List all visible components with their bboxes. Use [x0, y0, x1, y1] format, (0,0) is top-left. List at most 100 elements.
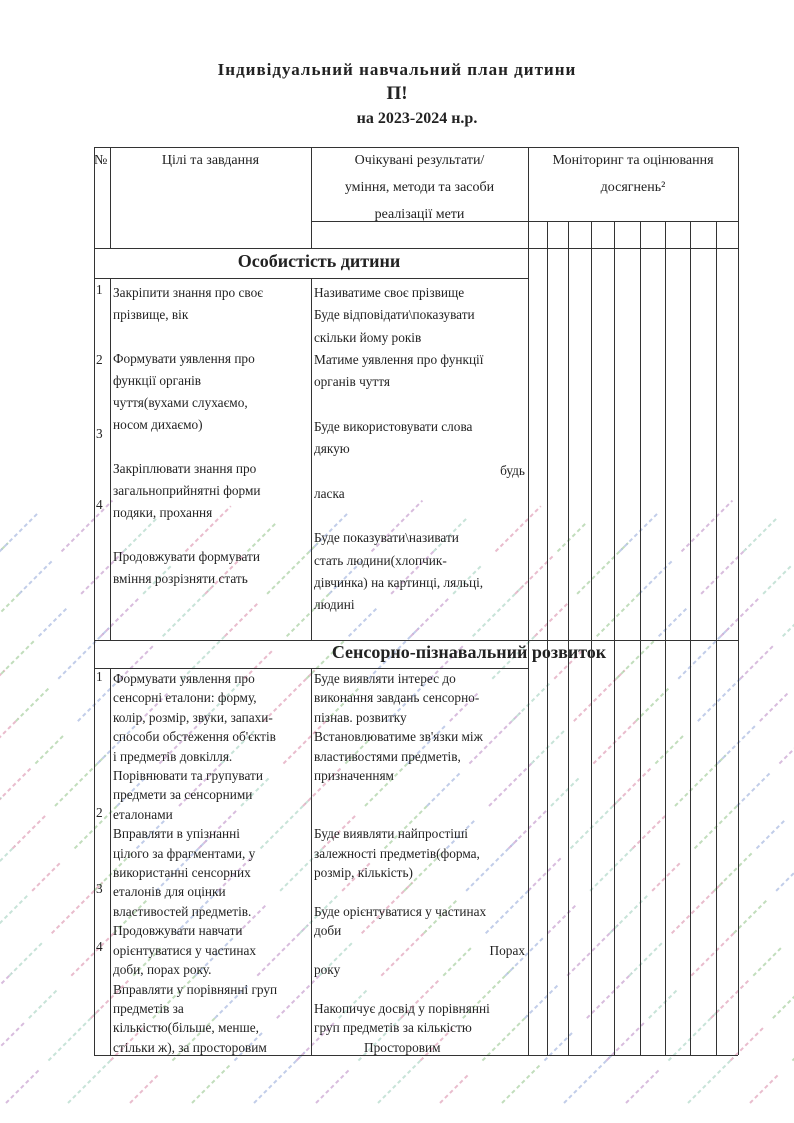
cell-line: прізвище, вік	[113, 307, 189, 322]
watermark-mark	[592, 717, 640, 765]
cell-line: Буде виявляти інтерес до	[314, 671, 456, 686]
watermark-mark	[0, 717, 20, 739]
cell-line: людині	[314, 597, 355, 613]
school-year: на 2023-2024 н.р.	[356, 110, 478, 127]
watermark-mark	[5, 1068, 41, 1104]
watermark-mark	[0, 796, 3, 801]
watermark-mark	[589, 844, 637, 892]
cell-line: Буде виявляти найпростіші	[314, 826, 468, 842]
cell-line: виконання завдань сенсорно-	[314, 690, 480, 706]
document-subtitle: П!	[386, 83, 408, 104]
row-number: 1	[96, 669, 103, 684]
cell-line	[314, 505, 525, 527]
cell-line: залежності предметів(форма,	[314, 845, 480, 861]
cell-line	[314, 805, 525, 824]
row-number: 3	[96, 426, 103, 441]
cell-line: вміння розрізняти стать	[113, 571, 248, 586]
watermark-mark	[191, 1062, 233, 1104]
watermark-mark	[99, 596, 141, 638]
cell-line: Формувати уявлення про	[113, 671, 255, 686]
header-monitoring-line: Моніторинг та оцінювання	[552, 153, 714, 168]
cell-line: загальноприйнятні форми	[113, 483, 261, 498]
watermark-mark	[527, 856, 563, 892]
watermark-mark	[0, 765, 34, 801]
watermark-mark	[18, 559, 54, 595]
watermark-mark	[0, 669, 6, 677]
watermark-mark	[8, 941, 44, 977]
watermark-mark	[161, 584, 215, 638]
cell-line: стать людини(хлопчик-	[314, 552, 447, 568]
cell-line: еталонами	[113, 806, 173, 822]
cell-line: Продовжувати формувати	[113, 549, 260, 564]
cell-line: Формувати уявлення про	[113, 351, 255, 366]
cell-line: способи обстеження об'єктів	[113, 729, 276, 745]
monitoring-column-border	[614, 221, 615, 1055]
cell-line: еталонів для оцінки	[113, 884, 226, 900]
watermark-mark	[595, 590, 643, 638]
cell-line: Встановлюватиме зв'язки між	[314, 729, 483, 745]
table-border	[311, 278, 312, 640]
cell-line: груп предметів за кількістю	[314, 1020, 472, 1036]
monitoring-column-border	[665, 221, 666, 1055]
watermark-mark	[533, 601, 570, 638]
header-results-line: реалізації мети	[374, 207, 465, 222]
goals-cell: Формувати уявлення про сенсорні еталони: …	[113, 669, 309, 1057]
document-title: Індивідуальний навчальний план дитини	[217, 60, 577, 79]
cell-line: Буде відповідати\показувати	[314, 307, 475, 323]
table-border	[110, 278, 111, 640]
watermark-mark	[742, 516, 779, 553]
cell-line: ласка	[314, 485, 345, 501]
watermark-mark	[54, 754, 107, 807]
cell-line: носом дихаємо)	[113, 417, 203, 432]
watermark-mark	[625, 1068, 661, 1104]
watermark-mark	[654, 734, 685, 765]
watermark-mark	[530, 728, 567, 765]
watermark-mark	[638, 559, 674, 595]
watermark-mark	[129, 1074, 159, 1104]
section-title-sensory: Сенсорно-пізнавальний розвиток	[331, 642, 607, 662]
cell-line: дякую	[314, 441, 350, 457]
cell-line	[314, 882, 525, 901]
cell-line: Порівнювати та групувати	[113, 768, 263, 784]
watermark-mark	[762, 564, 793, 595]
monitoring-column-border	[716, 221, 717, 1055]
cell-line: пізнав. розвитку	[314, 709, 407, 725]
watermark-mark	[674, 754, 727, 807]
watermark-mark	[651, 861, 682, 892]
watermark-mark	[0, 638, 37, 677]
watermark-mark	[693, 802, 741, 850]
header-results-line: Очікувані результати/	[354, 153, 485, 168]
cell-line: стільки ж), за просторовим	[113, 1039, 267, 1055]
cell-line: Порах	[489, 942, 525, 958]
header-results-line: уміння, методи та засоби	[344, 180, 495, 195]
cell-line: Накопичує досвід у порівнянні	[314, 1000, 490, 1016]
table-border	[94, 147, 95, 1055]
cell-line: функції органів	[113, 373, 202, 388]
table-border	[311, 147, 312, 248]
watermark-mark	[697, 675, 744, 722]
cell-line: доби	[314, 923, 342, 939]
watermark-mark	[67, 1057, 114, 1104]
results-cell: Буде виявляти інтерес до виконання завдан…	[314, 669, 525, 1057]
row-number: 3	[96, 881, 103, 896]
watermark-mark	[781, 623, 794, 638]
watermark-mark	[524, 983, 560, 1019]
watermark-mark	[501, 1062, 543, 1104]
monitoring-column-border	[690, 221, 691, 1055]
table-border	[528, 147, 529, 1055]
table-border	[94, 1055, 738, 1056]
monitoring-column-border	[591, 221, 592, 1055]
cell-line: Закріпити знання про своє	[113, 285, 263, 300]
watermark-mark	[377, 1057, 424, 1104]
watermark-mark	[0, 511, 40, 553]
cell-line: властивостями предметів,	[314, 748, 461, 764]
header-monitoring: Моніторинг та оцінювання досягнень²	[528, 147, 738, 201]
cell-line: використанні сенсорних	[113, 865, 251, 881]
cell-line: властивостей предметів.	[113, 903, 252, 919]
watermark-mark	[749, 1074, 779, 1104]
cell-line: розмір, кількість)	[314, 865, 413, 881]
cell-line: Матиме уявлення про функції	[314, 351, 484, 367]
goals-cell: Закріпити знання про своє прізвище, вік Ф…	[113, 282, 309, 590]
row-number: 2	[96, 352, 103, 367]
cell-line: органів чуття	[314, 374, 390, 390]
